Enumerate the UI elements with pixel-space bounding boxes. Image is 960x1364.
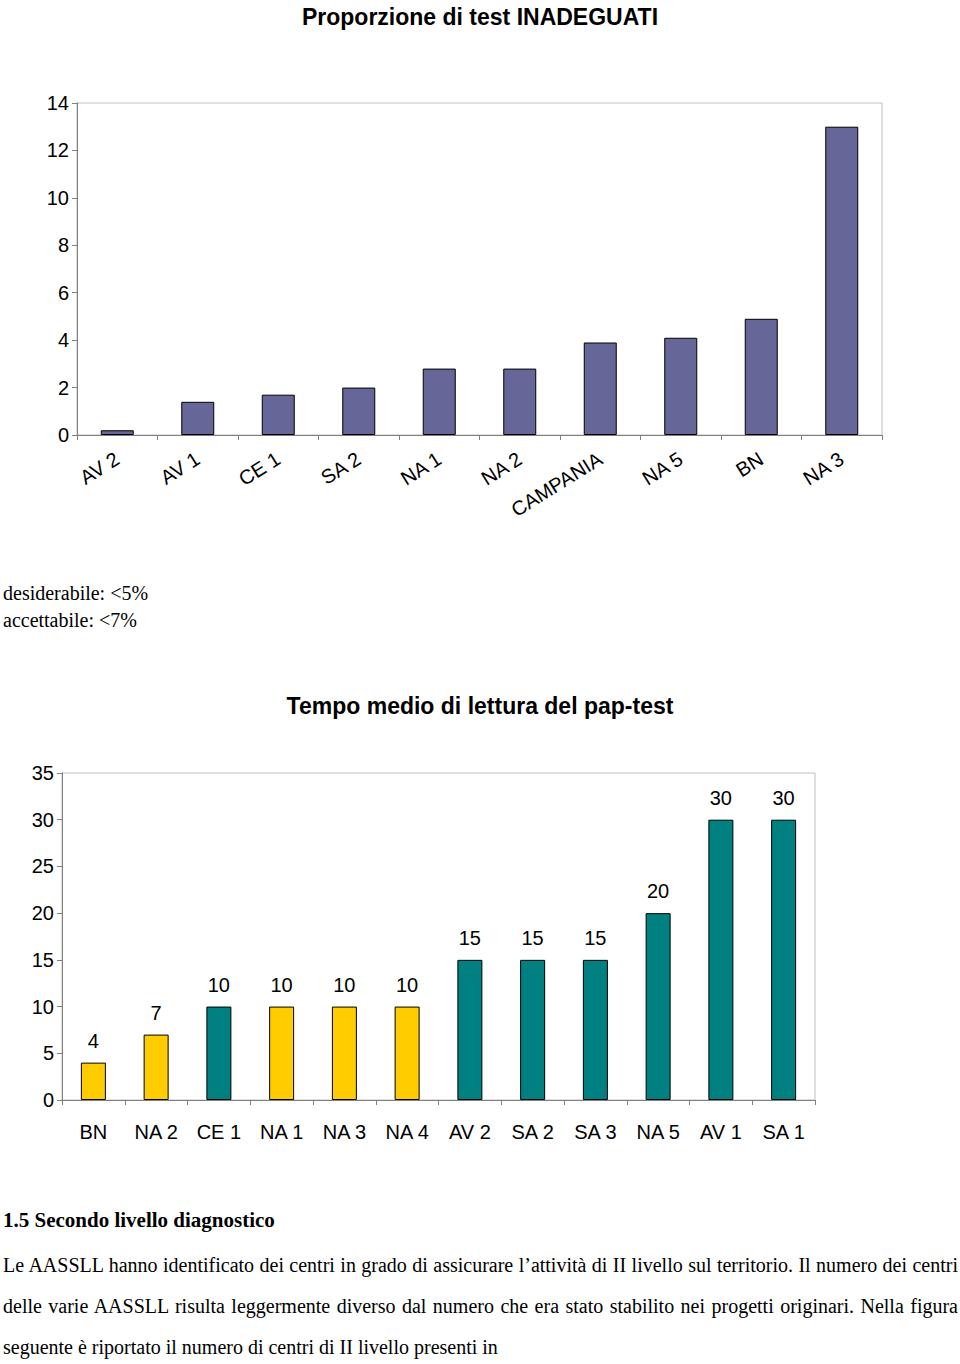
svg-text:CE 1: CE 1	[197, 1121, 241, 1143]
svg-text:NA 1: NA 1	[397, 448, 445, 490]
svg-text:NA 2: NA 2	[477, 448, 525, 490]
svg-text:AV 2: AV 2	[76, 448, 123, 489]
svg-text:CE 1: CE 1	[235, 448, 284, 490]
svg-text:SA 2: SA 2	[511, 1121, 553, 1143]
svg-text:15: 15	[584, 927, 606, 949]
svg-text:BN: BN	[732, 448, 767, 481]
svg-text:20: 20	[32, 902, 54, 924]
svg-text:BN: BN	[79, 1121, 107, 1143]
svg-text:2: 2	[58, 377, 69, 399]
svg-text:15: 15	[459, 927, 481, 949]
svg-text:8: 8	[58, 234, 69, 256]
svg-text:SA 1: SA 1	[762, 1121, 804, 1143]
svg-text:30: 30	[710, 787, 732, 809]
svg-text:35: 35	[32, 762, 54, 784]
svg-text:NA 4: NA 4	[385, 1121, 428, 1143]
svg-text:AV 1: AV 1	[156, 448, 203, 489]
html-text:accettabile: <7%: accettabile: <7%	[3, 609, 137, 631]
svg-text:NA 5: NA 5	[636, 1121, 679, 1143]
svg-text:10: 10	[271, 974, 293, 996]
svg-text:25: 25	[32, 855, 54, 877]
svg-text:CAMPANIA: CAMPANIA	[507, 447, 607, 521]
svg-text:14: 14	[47, 92, 69, 114]
svg-text:NA 2: NA 2	[134, 1121, 177, 1143]
svg-text:SA 2: SA 2	[317, 448, 365, 489]
svg-text:30: 30	[32, 809, 54, 831]
svg-text:NA 1: NA 1	[260, 1121, 303, 1143]
svg-text:NA 3: NA 3	[323, 1121, 366, 1143]
svg-text:30: 30	[773, 787, 795, 809]
svg-text:Tempo medio di lettura del pap: Tempo medio di lettura del pap-test	[287, 693, 674, 719]
svg-text:4: 4	[58, 329, 69, 351]
svg-text:10: 10	[333, 974, 355, 996]
svg-text:SA 3: SA 3	[574, 1121, 616, 1143]
svg-text:NA 5: NA 5	[638, 448, 686, 490]
svg-text:5: 5	[43, 1042, 54, 1064]
svg-text:4: 4	[88, 1030, 99, 1052]
svg-text:AV 2: AV 2	[449, 1121, 491, 1143]
svg-text:6: 6	[58, 282, 69, 304]
svg-text:10: 10	[32, 996, 54, 1018]
svg-text:NA 3: NA 3	[799, 448, 847, 490]
svg-text:7: 7	[151, 1002, 162, 1024]
svg-text:10: 10	[208, 974, 230, 996]
svg-text:AV 1: AV 1	[700, 1121, 742, 1143]
svg-text:10: 10	[396, 974, 418, 996]
svg-text:15: 15	[32, 949, 54, 971]
svg-text:Proporzione di test INADEGUATI: Proporzione di test INADEGUATI	[302, 4, 658, 30]
svg-text:20: 20	[647, 880, 669, 902]
svg-text:0: 0	[43, 1089, 54, 1111]
html-text:desiderabile: <5%: desiderabile: <5%	[3, 582, 149, 604]
html-text:Le AASSLL hanno identificato d: Le AASSLL hanno identificato dei centri …	[3, 1254, 958, 1358]
svg-text:10: 10	[47, 187, 69, 209]
svg-text:12: 12	[47, 139, 69, 161]
svg-text:15: 15	[522, 927, 544, 949]
svg-text:0: 0	[58, 424, 69, 446]
html-text:1.5 Secondo livello diagnostic: 1.5 Secondo livello diagnostico	[3, 1208, 275, 1232]
